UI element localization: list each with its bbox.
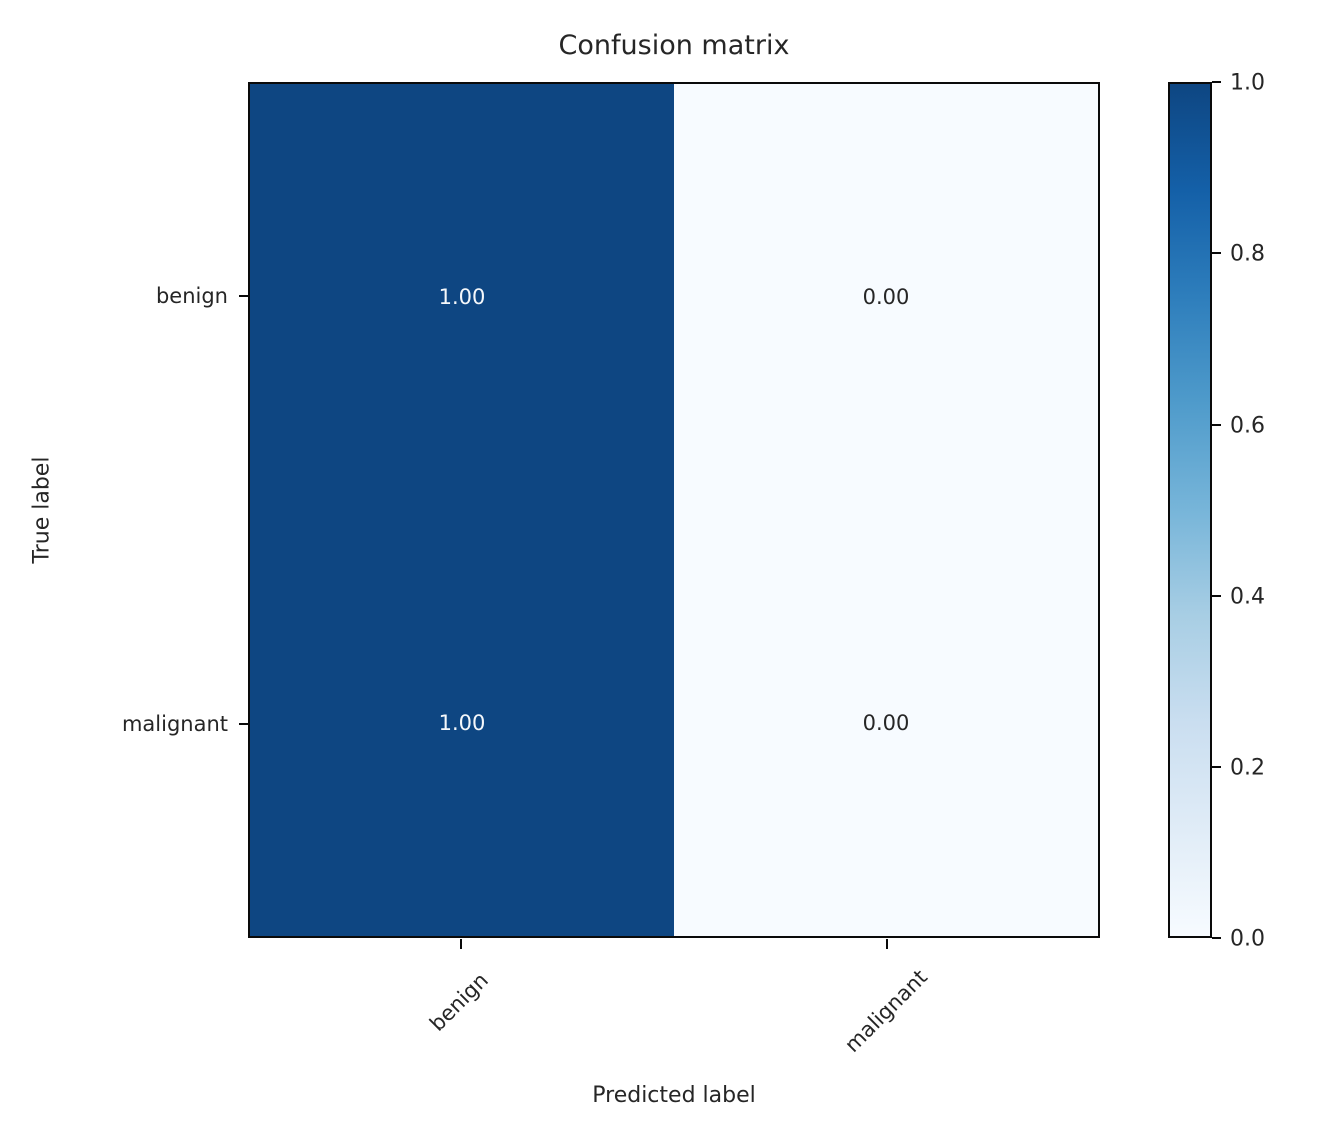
colorbar-tick-mark bbox=[1212, 595, 1221, 597]
colorbar-tick-mark bbox=[1212, 424, 1221, 426]
y-axis-title: True label bbox=[29, 456, 55, 564]
colorbar bbox=[1168, 82, 1212, 938]
colorbar-label-0.2: 0.2 bbox=[1230, 755, 1265, 781]
colorbar-label-0.4: 0.4 bbox=[1230, 584, 1265, 610]
y-tick-label-benign: benign bbox=[155, 284, 228, 308]
cell-value: 1.00 bbox=[438, 711, 486, 735]
heatmap-plot-area: 1.00 0.00 1.00 0.00 bbox=[248, 82, 1100, 938]
x-tick-mark bbox=[460, 939, 462, 949]
colorbar-tick-mark bbox=[1212, 766, 1221, 768]
cell-true-benign-pred-malignant: 0.00 bbox=[674, 84, 1098, 510]
cell-true-malignant-pred-benign: 1.00 bbox=[250, 510, 674, 936]
cell-value: 0.00 bbox=[862, 711, 910, 735]
colorbar-label-0.6: 0.6 bbox=[1230, 413, 1265, 439]
cell-true-malignant-pred-malignant: 0.00 bbox=[674, 510, 1098, 936]
y-tick-label-malignant: malignant bbox=[121, 712, 228, 736]
cell-value: 1.00 bbox=[438, 285, 486, 309]
colorbar-label-0.0: 0.0 bbox=[1230, 926, 1265, 952]
colorbar-label-0.8: 0.8 bbox=[1230, 241, 1265, 267]
colorbar-label-1.0: 1.0 bbox=[1230, 70, 1265, 96]
cell-value: 0.00 bbox=[862, 285, 910, 309]
y-tick-mark bbox=[239, 723, 248, 725]
x-axis-title: Predicted label bbox=[592, 1083, 756, 1108]
colorbar-tick-mark bbox=[1212, 937, 1221, 939]
x-tick-label-malignant: malignant bbox=[840, 965, 932, 1057]
x-tick-mark bbox=[886, 939, 888, 949]
cell-true-benign-pred-benign: 1.00 bbox=[250, 84, 674, 510]
chart-title: Confusion matrix bbox=[558, 30, 790, 61]
y-tick-mark bbox=[239, 295, 248, 297]
colorbar-tick-mark bbox=[1212, 252, 1221, 254]
colorbar-tick-mark bbox=[1212, 81, 1221, 83]
x-tick-label-benign: benign bbox=[425, 968, 493, 1036]
